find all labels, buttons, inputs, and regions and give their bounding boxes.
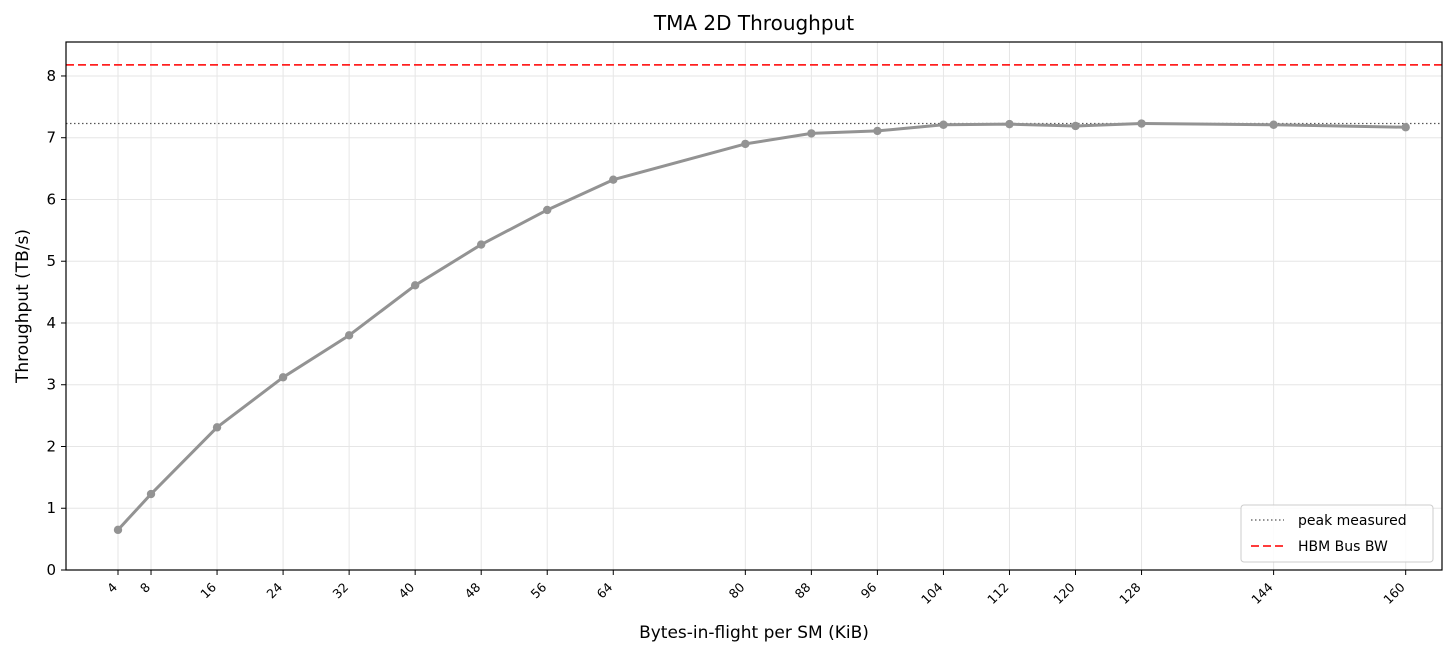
data-point [1005, 119, 1014, 129]
x-tick-label: 16 [197, 579, 219, 601]
data-point [741, 139, 750, 149]
y-tick-label: 8 [46, 67, 56, 85]
data-point [609, 175, 618, 184]
x-tick-label: 112 [984, 580, 1011, 607]
data-point [1137, 119, 1146, 128]
data-point [873, 126, 882, 136]
data-point [1269, 120, 1278, 129]
data-point [939, 120, 948, 129]
plot-frame [65, 41, 1443, 571]
x-tick-label: 32 [329, 580, 351, 602]
x-tick-label: 24 [263, 579, 285, 601]
x-tick-label: 56 [527, 579, 549, 601]
grid [66, 42, 1442, 571]
y-tick-label: 1 [46, 499, 56, 517]
x-axis-label: Bytes-in-flight per SM (KiB) [639, 623, 869, 643]
data-point [410, 281, 420, 290]
y-tick-label: 5 [46, 252, 56, 270]
legend-peak-label: peak measured [1298, 513, 1407, 529]
x-tick-label: 80 [726, 579, 748, 601]
x-tick-label: 88 [792, 579, 814, 601]
y-tick-label: 3 [46, 376, 56, 394]
data-point [543, 205, 552, 215]
legend-box [1240, 504, 1434, 563]
legend-hbm-label: HBM Bus BW [1298, 539, 1388, 555]
y-tick-label: 2 [46, 437, 56, 455]
x-tick-label: 160 [1380, 579, 1408, 607]
x-tick-label: 8 [137, 579, 153, 595]
data-series [113, 119, 1410, 535]
y-tick-label: 0 [46, 561, 56, 579]
data-point [1401, 123, 1410, 132]
data-point [113, 525, 123, 535]
x-axis-ticks: 4 8 16 24 32 40 48 56 64 80 88 96 104 112 120 128 144 160 [104, 570, 1408, 607]
x-tick-label: 40 [395, 579, 417, 601]
x-tick-label: 104 [918, 579, 946, 607]
x-tick-label: 128 [1116, 579, 1144, 607]
data-point [212, 423, 222, 432]
series-line [116, 122, 1408, 532]
data-point [1071, 121, 1080, 131]
x-tick-label: 120 [1050, 579, 1078, 607]
y-axis-label: Throughput (TB/s) [13, 229, 33, 384]
reference-lines [66, 63, 1442, 125]
data-point [476, 240, 486, 249]
data-point [344, 331, 354, 340]
x-tick-label: 64 [594, 579, 616, 601]
x-tick-label: 96 [858, 579, 880, 601]
y-tick-label: 6 [46, 190, 56, 208]
x-tick-label: 4 [104, 579, 120, 595]
data-point [278, 373, 288, 382]
y-tick-label: 4 [46, 314, 56, 332]
data-point [807, 129, 816, 138]
y-tick-label: 7 [46, 129, 56, 147]
legend: peak measured HBM Bus BW [1240, 504, 1434, 563]
data-point [146, 489, 156, 499]
x-tick-label: 144 [1248, 579, 1276, 607]
chart-title: TMA 2D Throughput [653, 11, 854, 35]
x-tick-label: 48 [461, 579, 483, 601]
y-axis-ticks: 0 1 2 3 4 5 6 7 8 [46, 67, 66, 579]
